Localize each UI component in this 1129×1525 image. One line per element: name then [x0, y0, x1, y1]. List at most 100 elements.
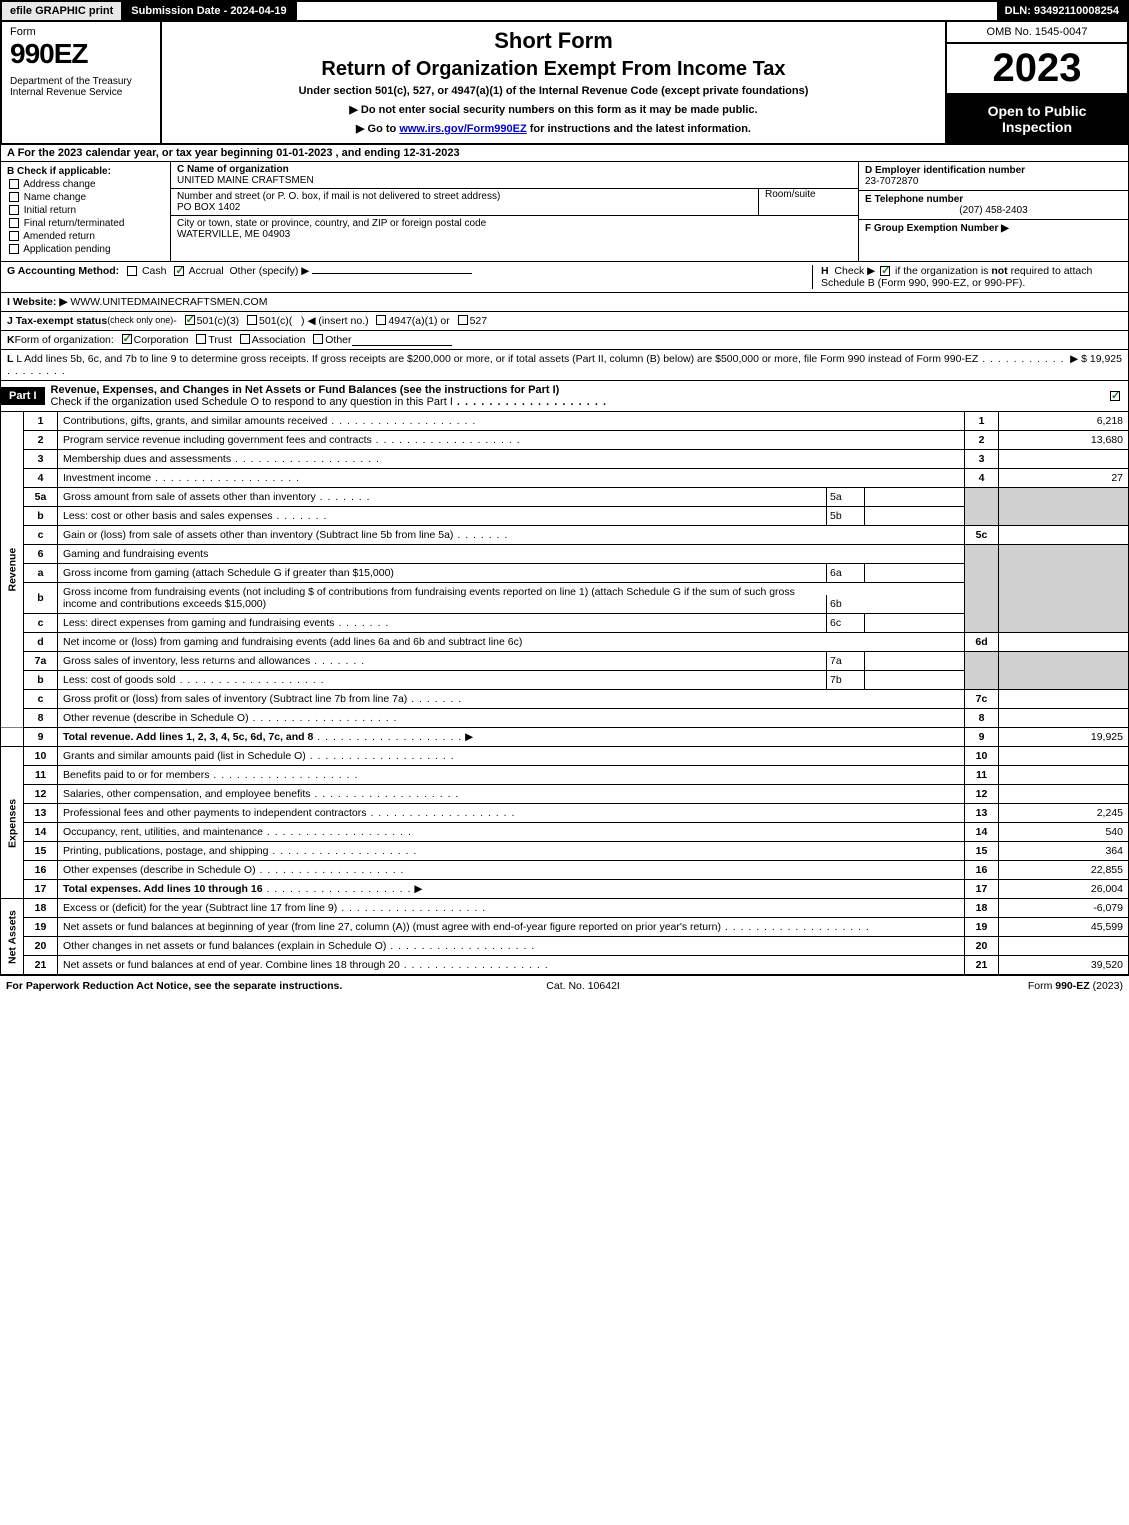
short-form-title: Short Form — [172, 28, 935, 54]
line-5c: cGain or (loss) from sale of assets othe… — [1, 526, 1129, 545]
chk-cash[interactable] — [127, 266, 137, 276]
chk-accrual[interactable] — [174, 266, 184, 276]
line-19: 19Net assets or fund balances at beginni… — [1, 918, 1129, 937]
line-7b: bLess: cost of goods sold7b — [1, 671, 1129, 690]
form-number: 990EZ — [10, 38, 152, 70]
open-to-public: Open to Public Inspection — [947, 95, 1127, 143]
line-6: 6Gaming and fundraising events — [1, 545, 1129, 564]
header-left: Form 990EZ Department of the Treasury In… — [2, 22, 162, 143]
org-name-label: C Name of organization — [177, 164, 289, 175]
tax-year: 2023 — [947, 44, 1127, 95]
line-17: 17Total expenses. Add lines 10 through 1… — [1, 880, 1129, 899]
line-4: 4Investment income427 — [1, 469, 1129, 488]
ein-label: D Employer identification number — [865, 165, 1025, 176]
row-g-accounting: G Accounting Method: Cash Accrual Other … — [0, 262, 1129, 293]
line-21: 21Net assets or fund balances at end of … — [1, 956, 1129, 975]
form-label: Form — [10, 26, 152, 38]
part-1-sub: Check if the organization used Schedule … — [51, 396, 453, 408]
chk-schedule-o-part1[interactable] — [1110, 391, 1120, 401]
street-label: Number and street (or P. O. box, if mail… — [177, 191, 500, 202]
column-b-checkboxes: B Check if applicable: Address change Na… — [1, 162, 171, 261]
line-16: 16Other expenses (describe in Schedule O… — [1, 861, 1129, 880]
footer-right: Form 990-EZ (2023) — [1028, 980, 1123, 992]
instruction-ssn: ▶ Do not enter social security numbers o… — [172, 103, 935, 116]
goto-pre: ▶ Go to — [356, 123, 399, 135]
part-1-title: Revenue, Expenses, and Changes in Net As… — [51, 384, 560, 396]
line-7a: 7aGross sales of inventory, less returns… — [1, 652, 1129, 671]
goto-post: for instructions and the latest informat… — [527, 123, 751, 135]
row-j-tax-exempt: J Tax-exempt status (check only one) - 5… — [0, 312, 1129, 331]
part-1-table: Revenue 1Contributions, gifts, grants, a… — [0, 412, 1129, 975]
chk-4947[interactable] — [376, 315, 386, 325]
row-i-website: I Website: ▶ WWW.UNITEDMAINECRAFTSMEN.CO… — [0, 293, 1129, 312]
chk-501c[interactable] — [247, 315, 257, 325]
line-7c: cGross profit or (loss) from sales of in… — [1, 690, 1129, 709]
line-1: Revenue 1Contributions, gifts, grants, a… — [1, 412, 1129, 431]
chk-address-change[interactable]: Address change — [7, 179, 164, 190]
top-bar: efile GRAPHIC print Submission Date - 20… — [0, 0, 1129, 22]
return-title: Return of Organization Exempt From Incom… — [172, 58, 935, 81]
accounting-label: G Accounting Method: — [7, 265, 119, 277]
row-l-text: L Add lines 5b, 6c, and 7b to line 9 to … — [16, 353, 978, 365]
footer-catno: Cat. No. 10642I — [546, 980, 620, 992]
line-15: 15Printing, publications, postage, and s… — [1, 842, 1129, 861]
line-12: 12Salaries, other compensation, and empl… — [1, 785, 1129, 804]
line-6d: dNet income or (loss) from gaming and fu… — [1, 633, 1129, 652]
line-20: 20Other changes in net assets or fund ba… — [1, 937, 1129, 956]
header-right: OMB No. 1545-0047 2023 Open to Public In… — [947, 22, 1127, 143]
omb-number: OMB No. 1545-0047 — [947, 22, 1127, 44]
phone-label: E Telephone number — [865, 194, 963, 205]
group-exemption-label: F Group Exemption Number ▶ — [865, 223, 1009, 234]
line-14: 14Occupancy, rent, utilities, and mainte… — [1, 823, 1129, 842]
line-5b: bLess: cost or other basis and sales exp… — [1, 507, 1129, 526]
other-specify: Other (specify) ▶ — [230, 265, 310, 277]
col-b-header: B Check if applicable: — [7, 166, 111, 177]
chk-association[interactable] — [240, 334, 250, 344]
page-footer: For Paperwork Reduction Act Notice, see … — [0, 975, 1129, 996]
line-9: 9Total revenue. Add lines 1, 2, 3, 4, 5c… — [1, 728, 1129, 747]
line-6b: bGross income from fundraising events (n… — [1, 583, 1129, 614]
city-value: WATERVILLE, ME 04903 — [177, 229, 290, 240]
header-center: Short Form Return of Organization Exempt… — [162, 22, 947, 143]
chk-initial-return[interactable]: Initial return — [7, 205, 164, 216]
chk-527[interactable] — [458, 315, 468, 325]
chk-application-pending[interactable]: Application pending — [7, 244, 164, 255]
dln: DLN: 93492110008254 — [997, 2, 1127, 20]
side-expenses: Expenses — [1, 747, 24, 899]
instruction-goto: ▶ Go to www.irs.gov/Form990EZ for instru… — [172, 122, 935, 135]
efile-print-button[interactable]: efile GRAPHIC print — [2, 2, 123, 20]
chk-name-change[interactable]: Name change — [7, 192, 164, 203]
line-3: 3Membership dues and assessments3 — [1, 450, 1129, 469]
phone-value: (207) 458-2403 — [865, 205, 1122, 216]
line-10: Expenses 10Grants and similar amounts pa… — [1, 747, 1129, 766]
room-label: Room/suite — [765, 189, 816, 200]
irs-link[interactable]: www.irs.gov/Form990EZ — [399, 123, 526, 135]
form-header: Form 990EZ Department of the Treasury In… — [0, 22, 1129, 145]
side-netassets: Net Assets — [1, 899, 24, 975]
submission-date: Submission Date - 2024-04-19 — [123, 2, 296, 20]
chk-schedule-b-not-required[interactable] — [880, 266, 890, 276]
part-1-header: Part I Revenue, Expenses, and Changes in… — [0, 381, 1129, 412]
section-a-calendar-year: A For the 2023 calendar year, or tax yea… — [0, 145, 1129, 162]
part-1-label: Part I — [1, 387, 45, 405]
info-block: B Check if applicable: Address change Na… — [0, 162, 1129, 262]
chk-trust[interactable] — [196, 334, 206, 344]
chk-other-org[interactable] — [313, 334, 323, 344]
city-label: City or town, state or province, country… — [177, 218, 486, 229]
chk-501c3[interactable] — [185, 315, 195, 325]
line-13: 13Professional fees and other payments t… — [1, 804, 1129, 823]
side-revenue: Revenue — [1, 412, 24, 728]
chk-corporation[interactable] — [122, 334, 132, 344]
column-def: D Employer identification number 23-7072… — [858, 162, 1128, 261]
chk-amended-return[interactable]: Amended return — [7, 231, 164, 242]
line-6a: aGross income from gaming (attach Schedu… — [1, 564, 1129, 583]
line-11: 11Benefits paid to or for members11 — [1, 766, 1129, 785]
chk-final-return[interactable]: Final return/terminated — [7, 218, 164, 229]
column-c-org-info: C Name of organization UNITED MAINE CRAF… — [171, 162, 858, 261]
website-value: WWW.UNITEDMAINECRAFTSMEN.COM — [70, 296, 267, 308]
website-label: I Website: ▶ — [7, 296, 67, 308]
row-k-form-of-org: K Form of organization: Corporation Trus… — [0, 331, 1129, 350]
ein-value: 23-7072870 — [865, 176, 918, 187]
street-value: PO BOX 1402 — [177, 202, 240, 213]
line-18: Net Assets 18Excess or (deficit) for the… — [1, 899, 1129, 918]
